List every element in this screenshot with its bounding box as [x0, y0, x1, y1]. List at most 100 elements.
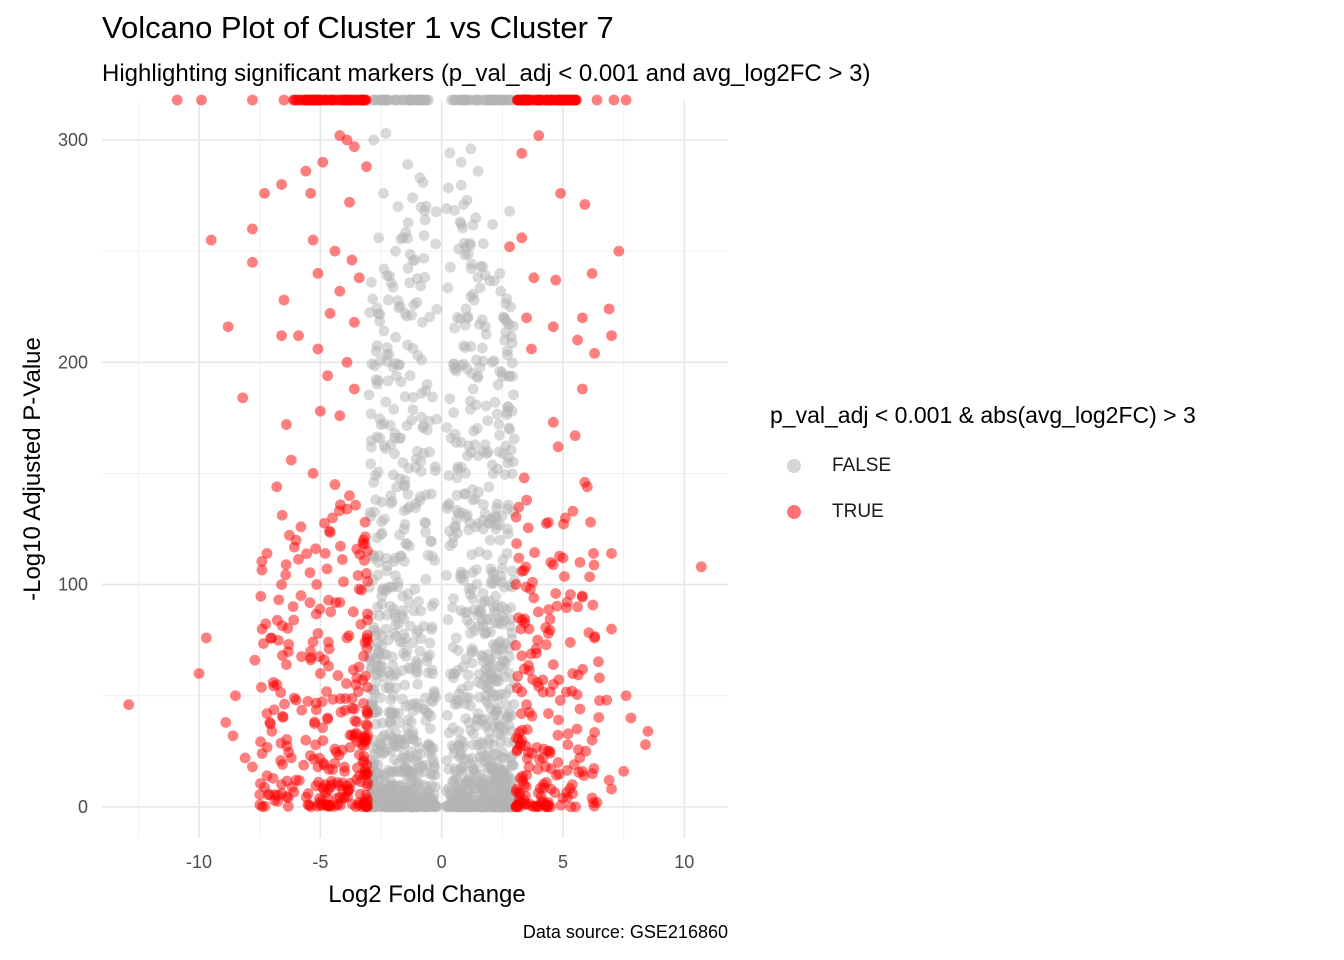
point-false-bulk: [395, 550, 406, 562]
point-false-bulk: [372, 601, 383, 613]
point-true: [543, 708, 554, 719]
point-true: [259, 187, 270, 199]
point-false-bulk: [388, 403, 400, 415]
point-true-cap: [307, 94, 319, 106]
point-true-bulk: [280, 559, 292, 571]
point-true: [346, 254, 358, 266]
point-true-bulk: [324, 527, 336, 538]
legend-key-false: [787, 459, 801, 473]
point-true: [171, 94, 183, 106]
point-false-bulk: [405, 663, 416, 675]
point-true-bulk: [527, 674, 539, 685]
points-true: [123, 94, 707, 813]
point-true: [288, 614, 300, 626]
point-false-bulk: [477, 656, 489, 667]
point-false: [407, 192, 418, 204]
point-true-cap: [335, 94, 347, 106]
point-false-bulk: [502, 503, 513, 515]
point-false-bulk: [382, 375, 394, 387]
point-false: [378, 790, 389, 802]
point-true-bulk: [572, 744, 584, 756]
point-false: [477, 588, 489, 599]
point-false-bulk: [367, 293, 379, 305]
point-false-bulk: [399, 679, 411, 691]
point-false-cap: [405, 94, 416, 106]
point-false-bulk: [372, 569, 384, 581]
point-true: [586, 267, 598, 279]
point-true-bulk: [521, 724, 533, 735]
point-true-bulk: [523, 665, 535, 676]
point-false-bulk: [488, 275, 500, 287]
point-false: [375, 419, 387, 430]
point-true-bulk: [255, 778, 266, 789]
point-false-bulk: [416, 388, 428, 399]
point-false-bulk: [486, 757, 497, 769]
point-true: [552, 441, 564, 453]
point-true-cap: [315, 94, 327, 106]
point-false: [373, 232, 385, 244]
point-false: [479, 321, 491, 333]
point-false-bulk: [375, 529, 387, 540]
point-false-bulk: [466, 368, 478, 379]
point-false-bulk: [501, 316, 513, 328]
point-true: [344, 196, 355, 208]
point-true: [574, 703, 586, 715]
point-true-bulk: [561, 786, 573, 798]
point-false-bulk: [402, 714, 414, 726]
point-true-bulk: [549, 787, 561, 798]
point-true-bulk: [282, 622, 294, 634]
point-true: [312, 628, 324, 639]
point-true-bulk: [304, 567, 316, 579]
point-true: [574, 556, 586, 568]
point-false-bulk: [467, 567, 479, 578]
point-false: [378, 187, 389, 199]
point-true-bulk: [540, 777, 552, 788]
point-false-bulk: [411, 736, 423, 747]
point-false-bulk: [412, 678, 424, 690]
point-false-bulk: [371, 302, 383, 314]
point-false-bulk: [441, 570, 452, 581]
point-false: [409, 583, 421, 595]
point-true-bulk: [361, 629, 373, 641]
y-tick-label: 300: [58, 130, 88, 150]
point-false-bulk: [430, 238, 442, 250]
point-true: [278, 94, 290, 106]
point-true-bulk: [589, 726, 601, 738]
point-true-bulk: [338, 576, 349, 588]
point-true-bulk: [350, 727, 362, 739]
point-true-bulk: [558, 518, 569, 530]
point-false-bulk: [465, 700, 477, 712]
y-tick-label: 200: [58, 352, 88, 372]
point-true: [526, 343, 537, 355]
point-true: [247, 94, 258, 106]
point-true-bulk: [319, 517, 330, 529]
point-false: [421, 708, 433, 719]
point-true: [550, 274, 562, 286]
point-true-bulk: [332, 670, 344, 681]
point-true-bulk: [276, 509, 288, 521]
point-false-bulk: [495, 285, 507, 297]
point-false-cap: [459, 94, 471, 106]
point-false-bulk: [475, 768, 487, 780]
point-true: [205, 234, 217, 246]
point-false: [404, 370, 416, 382]
point-false: [504, 668, 516, 679]
point-false-bulk: [410, 655, 422, 667]
point-true-bulk: [343, 630, 355, 641]
point-false-bulk: [497, 448, 509, 459]
point-true: [348, 141, 360, 153]
point-false-bulk: [420, 573, 432, 585]
point-true-bulk: [589, 631, 601, 643]
point-true: [613, 245, 625, 257]
point-true: [295, 590, 307, 602]
point-true-bulk: [553, 714, 564, 726]
point-false-bulk: [428, 760, 440, 772]
point-false-bulk: [363, 389, 375, 401]
point-false-bulk: [424, 649, 435, 661]
point-true-bulk: [537, 686, 549, 698]
point-false: [458, 574, 469, 586]
point-false-bulk: [378, 325, 390, 337]
point-false-bulk: [444, 147, 456, 159]
point-false-bulk: [370, 494, 382, 506]
point-true: [642, 725, 654, 737]
